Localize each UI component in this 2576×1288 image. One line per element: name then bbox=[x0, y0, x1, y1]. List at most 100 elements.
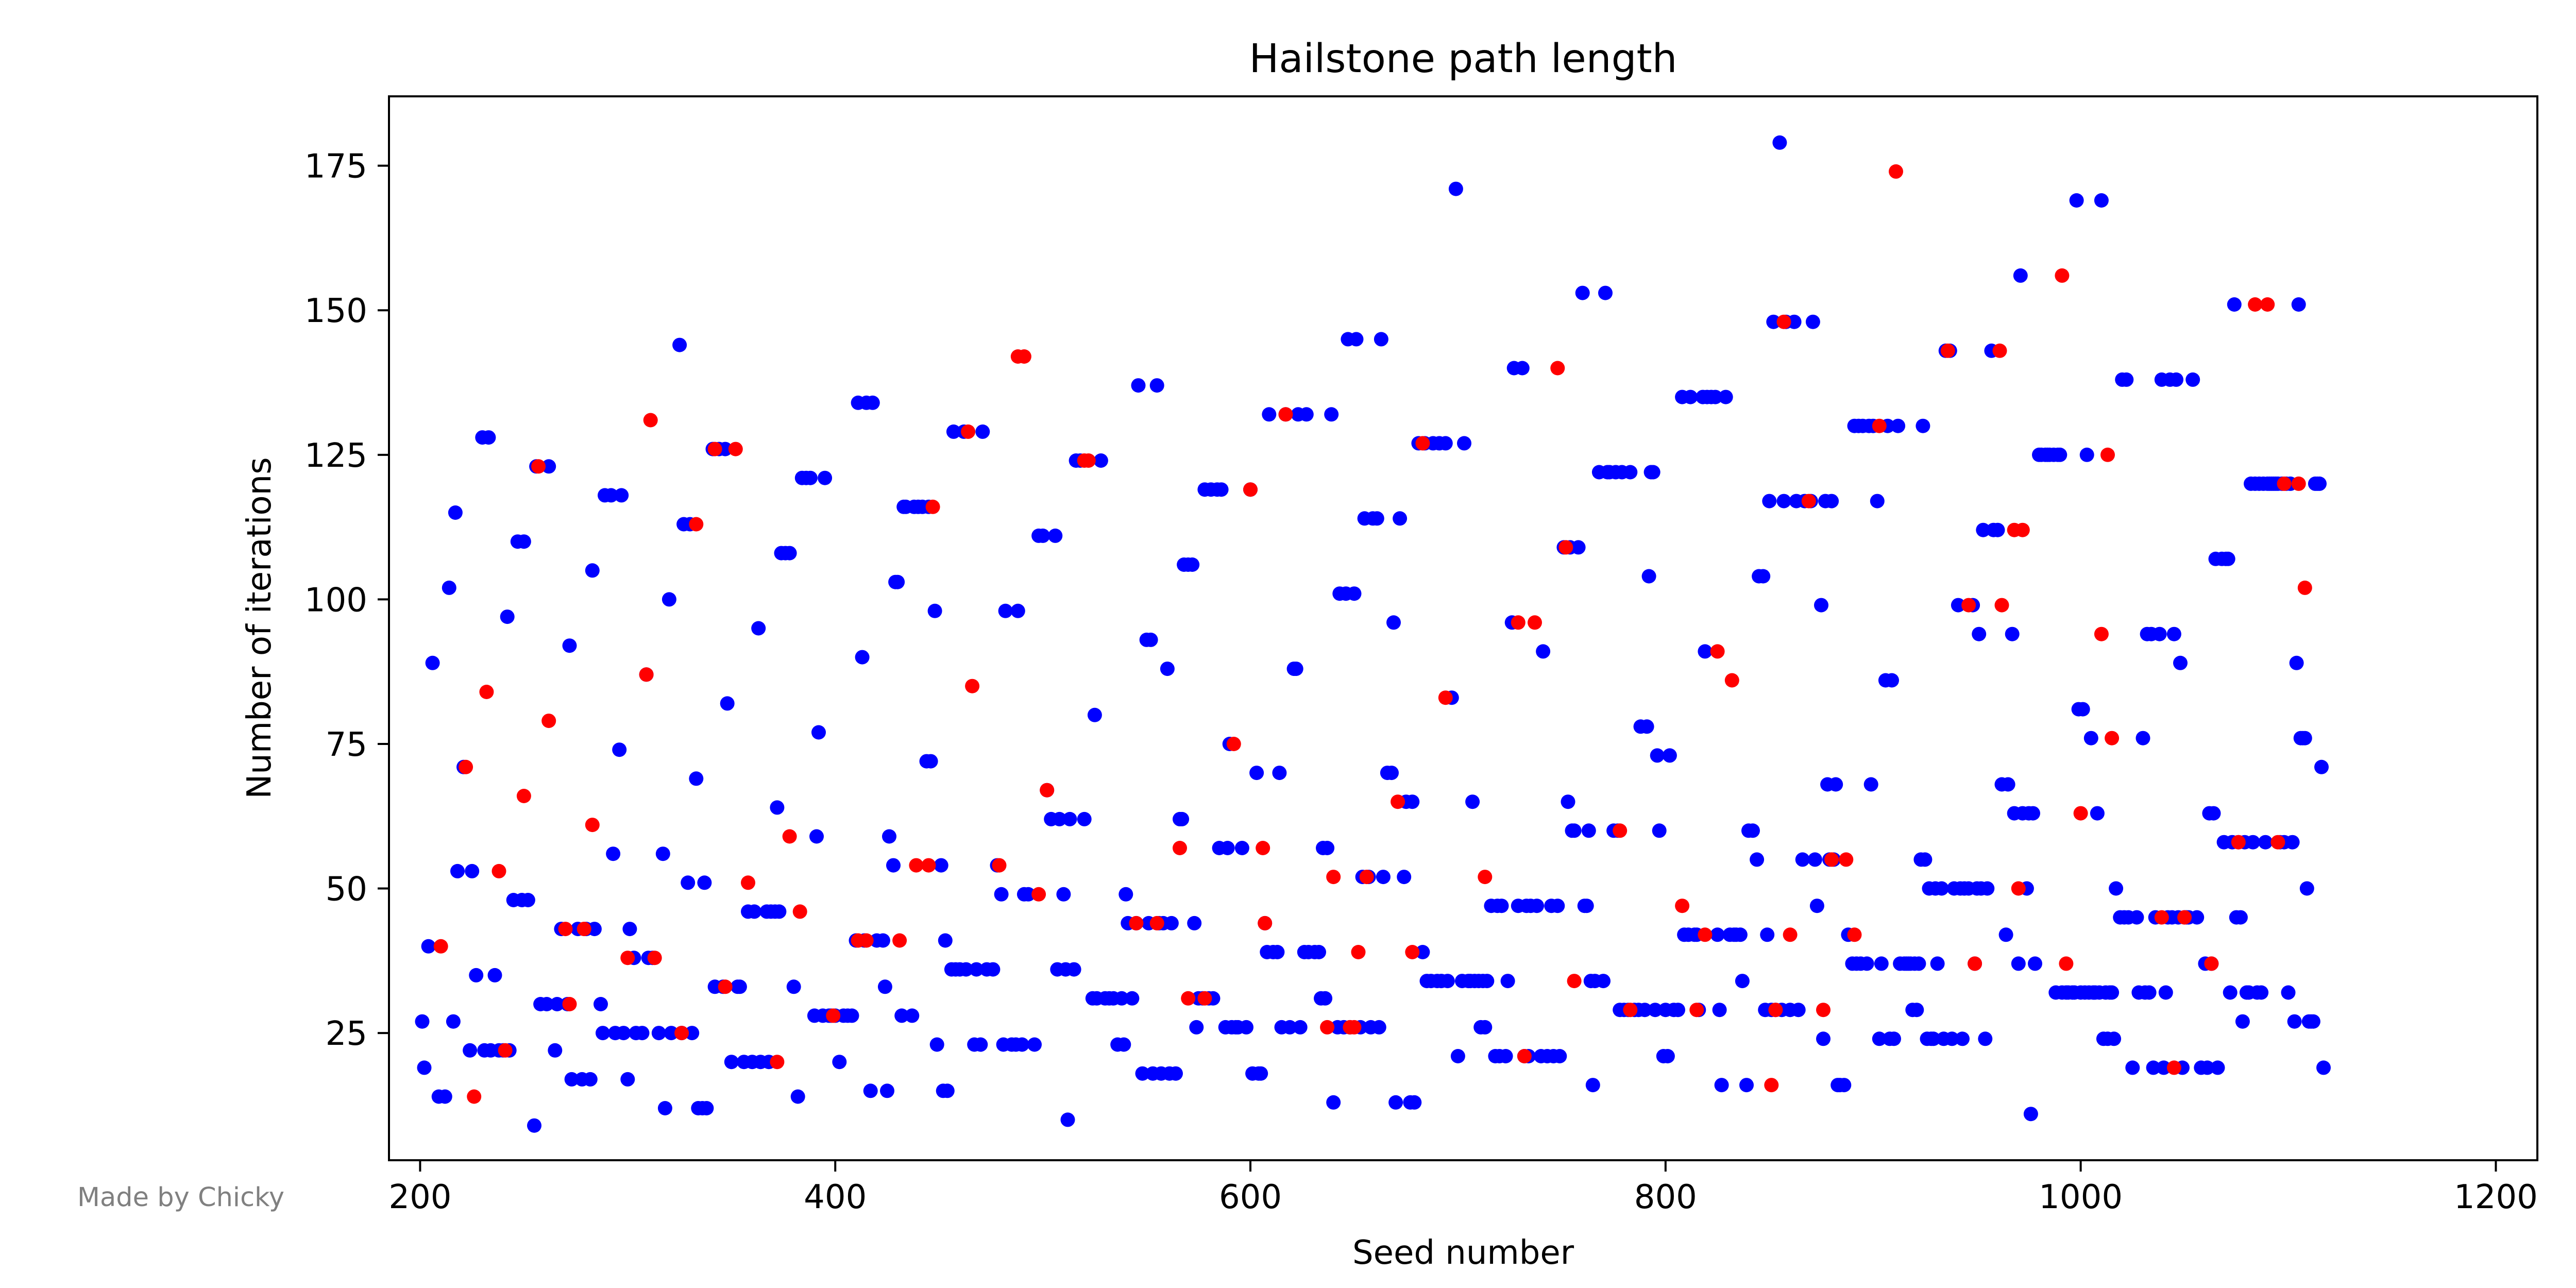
data-point bbox=[1397, 870, 1412, 885]
data-point bbox=[2129, 910, 2144, 925]
data-point bbox=[1450, 1049, 1465, 1063]
data-point bbox=[1980, 881, 1995, 896]
data-point bbox=[541, 459, 556, 474]
data-point bbox=[2100, 447, 2115, 462]
data-point bbox=[1698, 644, 1713, 659]
data-point bbox=[2223, 985, 2238, 1000]
data-point bbox=[463, 1043, 478, 1058]
data-point bbox=[2281, 985, 2296, 1000]
data-point bbox=[2013, 268, 2028, 283]
data-point bbox=[2105, 731, 2120, 745]
data-point bbox=[1515, 361, 1530, 376]
data-point bbox=[498, 1043, 513, 1058]
data-point bbox=[959, 962, 974, 977]
data-point bbox=[1712, 1003, 1727, 1018]
data-point bbox=[1164, 916, 1179, 930]
data-point bbox=[1187, 916, 1202, 930]
data-point bbox=[1125, 991, 1140, 1006]
data-point bbox=[2001, 777, 2015, 792]
data-point bbox=[685, 1026, 700, 1041]
data-point bbox=[1795, 852, 1810, 867]
data-point bbox=[1016, 349, 1031, 364]
data-point bbox=[2291, 476, 2306, 491]
data-point bbox=[2026, 806, 2040, 821]
data-point bbox=[614, 488, 629, 503]
data-point bbox=[782, 829, 797, 844]
data-point bbox=[1698, 927, 1713, 942]
data-point bbox=[1262, 407, 1277, 422]
data-point bbox=[2069, 193, 2084, 208]
data-point bbox=[585, 563, 600, 578]
data-point bbox=[1438, 690, 1453, 705]
data-point bbox=[724, 1055, 739, 1070]
data-point bbox=[1874, 956, 1889, 971]
data-point bbox=[741, 875, 755, 890]
data-point bbox=[1052, 811, 1067, 826]
data-point bbox=[1550, 899, 1565, 913]
data-point bbox=[2289, 655, 2304, 670]
data-point bbox=[863, 1083, 878, 1098]
y-tick-label: 125 bbox=[304, 437, 367, 475]
data-point bbox=[1791, 1003, 1806, 1018]
data-point bbox=[1998, 927, 2013, 942]
x-tick-label: 600 bbox=[1219, 1178, 1282, 1216]
data-point bbox=[1149, 378, 1164, 393]
y-axis-label: Number of iterations bbox=[241, 457, 279, 799]
data-point bbox=[459, 759, 473, 774]
y-tick-label: 50 bbox=[326, 871, 367, 909]
data-point bbox=[1168, 1066, 1183, 1081]
data-point bbox=[1384, 766, 1399, 781]
data-point bbox=[2053, 447, 2067, 462]
data-point bbox=[2221, 551, 2235, 566]
data-point bbox=[1990, 522, 2005, 537]
data-point bbox=[479, 685, 494, 699]
data-point bbox=[1575, 285, 1590, 300]
data-point bbox=[2233, 910, 2248, 925]
data-point bbox=[923, 754, 938, 769]
data-point bbox=[1814, 598, 1828, 613]
data-point bbox=[965, 679, 980, 693]
data-point bbox=[541, 714, 556, 728]
data-point bbox=[1724, 673, 1739, 688]
data-point bbox=[1762, 494, 1777, 509]
data-point bbox=[1567, 974, 1582, 989]
data-point bbox=[1930, 956, 1945, 971]
data-point bbox=[877, 979, 892, 994]
data-point bbox=[1197, 991, 1212, 1006]
data-point bbox=[1347, 586, 1362, 601]
data-point bbox=[647, 951, 662, 965]
data-point bbox=[1828, 777, 1843, 792]
data-point bbox=[1066, 962, 1081, 977]
data-point bbox=[612, 742, 627, 757]
data-point bbox=[1318, 991, 1333, 1006]
data-point bbox=[1326, 870, 1341, 885]
data-point bbox=[662, 592, 676, 607]
data-point bbox=[1415, 436, 1430, 451]
data-point bbox=[516, 789, 531, 803]
y-tick-label: 175 bbox=[304, 148, 367, 186]
data-point bbox=[500, 609, 515, 624]
data-point bbox=[1764, 1078, 1779, 1093]
data-point bbox=[728, 442, 743, 456]
data-point bbox=[1816, 1031, 1831, 1046]
data-point bbox=[880, 1083, 894, 1098]
data-point bbox=[1347, 1020, 1362, 1035]
data-point bbox=[2109, 881, 2124, 896]
data-point bbox=[1517, 1049, 1532, 1063]
data-point bbox=[732, 979, 747, 994]
data-point bbox=[550, 997, 565, 1011]
data-point bbox=[909, 858, 924, 873]
data-point bbox=[562, 638, 577, 653]
data-point bbox=[1558, 540, 1573, 555]
data-point bbox=[1837, 1078, 1852, 1093]
data-point bbox=[655, 846, 670, 861]
data-point bbox=[1859, 956, 1874, 971]
data-point bbox=[417, 1060, 432, 1075]
data-point bbox=[770, 1055, 785, 1070]
data-point bbox=[1934, 881, 1949, 896]
data-point bbox=[1214, 482, 1229, 497]
data-point bbox=[790, 1089, 805, 1104]
data-point bbox=[865, 395, 880, 410]
